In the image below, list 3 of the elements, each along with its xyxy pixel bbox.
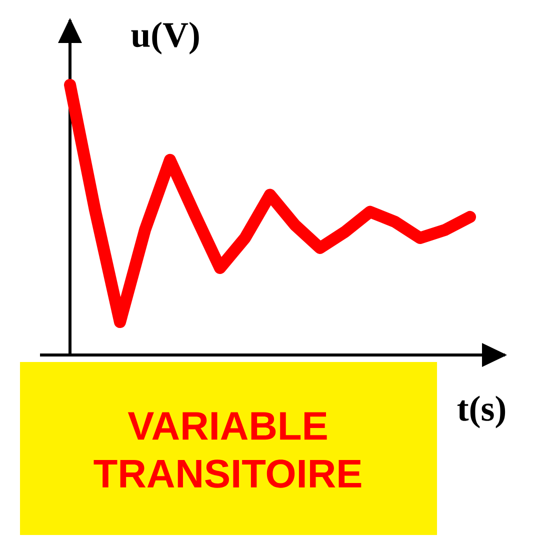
y-axis-title: u(V) bbox=[131, 22, 199, 54]
text: VARIABLE TRANSITOIRE bbox=[94, 412, 362, 488]
x-axis-title: t(s) bbox=[457, 396, 506, 428]
